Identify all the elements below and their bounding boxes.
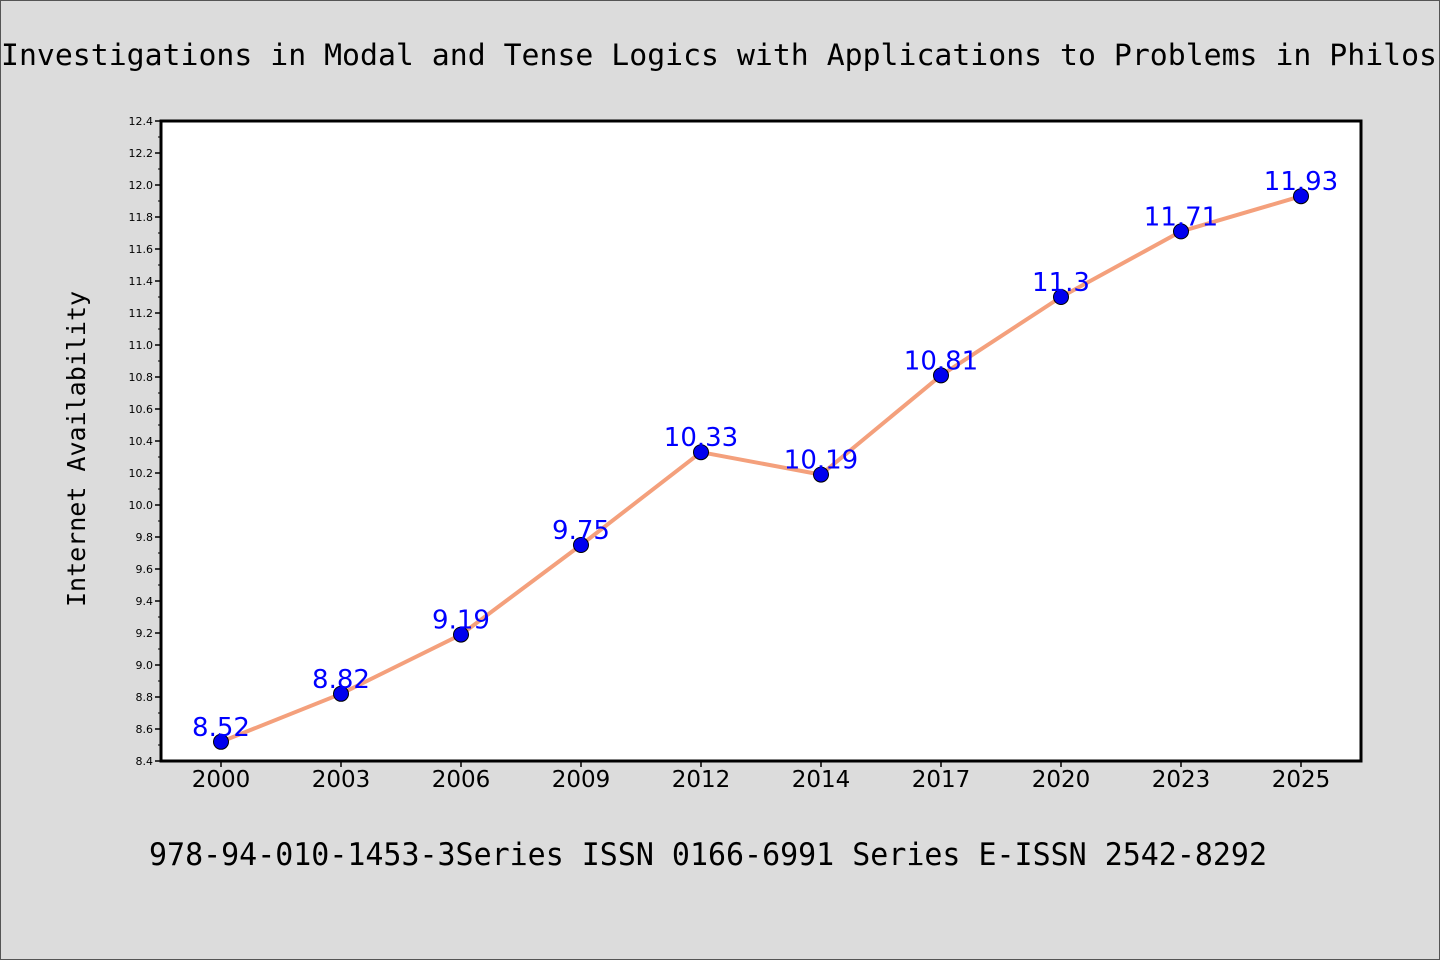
chart-subtitle: 978-94-010-1453-3Series ISSN 0166-6991 S… bbox=[149, 837, 1267, 873]
x-tick-label: 2003 bbox=[312, 767, 371, 793]
y-tick-label: 10.6 bbox=[129, 403, 154, 416]
y-axis-label: Internet Availability bbox=[62, 291, 91, 607]
x-tick-label: 2023 bbox=[1152, 767, 1211, 793]
y-tick-label: 9.0 bbox=[136, 659, 154, 672]
y-tick-label: 11.8 bbox=[129, 211, 154, 224]
data-label: 10.81 bbox=[904, 346, 978, 376]
y-tick-label: 11.6 bbox=[129, 243, 154, 256]
data-point bbox=[573, 537, 589, 553]
x-tick-label: 2025 bbox=[1272, 767, 1331, 793]
x-tick-label: 2012 bbox=[672, 767, 731, 793]
y-tick-label: 10.8 bbox=[129, 371, 154, 384]
data-label: 9.19 bbox=[432, 606, 490, 636]
data-point bbox=[213, 733, 229, 750]
y-tick-label: 8.8 bbox=[136, 691, 154, 704]
chart-title: Investigations in Modal and Tense Logics… bbox=[1, 38, 1437, 72]
y-tick-label: 12.0 bbox=[129, 179, 154, 192]
data-label: 10.33 bbox=[664, 423, 738, 453]
x-tick-label: 2006 bbox=[432, 767, 491, 793]
y-tick-label: 12.4 bbox=[129, 115, 154, 128]
y-tick-label: 12.2 bbox=[129, 147, 154, 160]
data-point bbox=[1293, 188, 1309, 205]
data-point bbox=[453, 626, 469, 643]
x-tick-label: 2009 bbox=[552, 767, 611, 793]
y-tick-label: 9.6 bbox=[136, 563, 154, 576]
x-tick-label: 2020 bbox=[1032, 767, 1091, 793]
y-tick-label: 9.2 bbox=[136, 627, 154, 640]
x-tick-label: 2014 bbox=[792, 767, 851, 793]
data-point bbox=[333, 685, 349, 702]
x-tick-label: 2000 bbox=[192, 767, 251, 793]
plot-area bbox=[159, 119, 1363, 763]
y-tick-label: 8.6 bbox=[136, 723, 154, 736]
y-tick-label: 10.2 bbox=[129, 467, 154, 480]
data-label: 11.3 bbox=[1032, 268, 1090, 298]
data-point bbox=[1173, 223, 1189, 240]
data-label: 10.19 bbox=[784, 446, 858, 476]
x-axis: 2000 2003 2006 2009 2012 2014 2017 2020 2023 2025 bbox=[192, 761, 1331, 793]
y-tick-label: 11.0 bbox=[129, 339, 154, 352]
data-label: 8.82 bbox=[312, 665, 370, 695]
y-tick-label: 8.4 bbox=[136, 755, 154, 768]
y-tick-label: 9.4 bbox=[136, 595, 154, 608]
data-label: 8.52 bbox=[192, 713, 250, 743]
y-tick-label: 11.4 bbox=[129, 275, 154, 288]
data-label: 9.75 bbox=[552, 516, 610, 546]
series-line-group: 8.52 8.82 9.19 9.75 10.33 10.19 10.81 11.3 11.71… bbox=[192, 167, 1338, 750]
y-tick-label: 11.2 bbox=[129, 307, 154, 320]
data-label: 11.71 bbox=[1144, 202, 1218, 232]
y-tick-label: 10.0 bbox=[129, 499, 154, 512]
data-point bbox=[1053, 289, 1069, 305]
data-point bbox=[813, 466, 829, 483]
data-point bbox=[693, 444, 709, 461]
y-tick-label: 10.4 bbox=[129, 435, 154, 448]
y-axis: 8.4 8.6 8.8 9.0 9.2 9.4 9.6 9.8 10.0 10.2 10.4 10.6… bbox=[129, 115, 161, 768]
data-label: 11.93 bbox=[1264, 167, 1338, 197]
data-point bbox=[933, 367, 949, 384]
series-line bbox=[219, 194, 1303, 744]
y-tick-label: 9.8 bbox=[136, 531, 154, 544]
x-tick-label: 2017 bbox=[912, 767, 971, 793]
